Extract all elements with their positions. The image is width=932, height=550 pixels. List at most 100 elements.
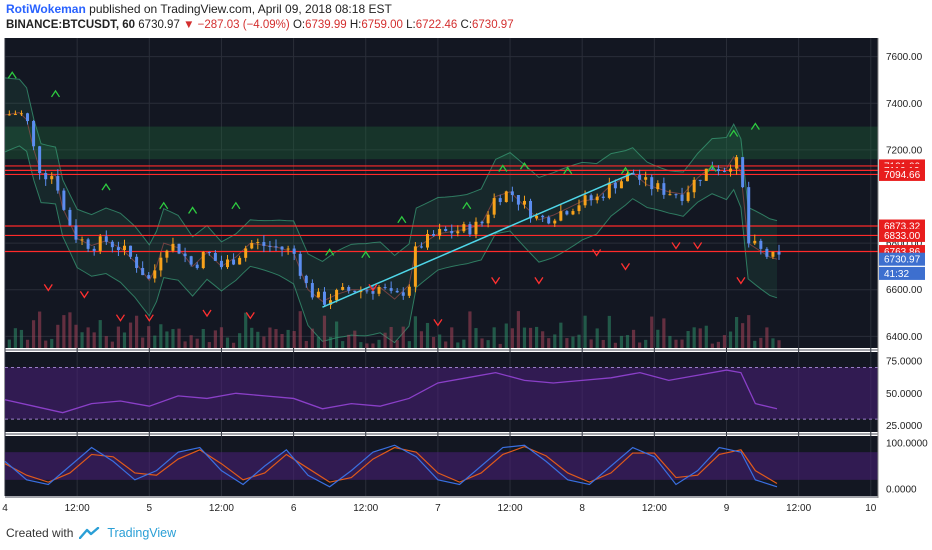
- price-tag-label: 6833.00: [884, 231, 921, 242]
- volume-bar: [607, 315, 611, 348]
- volume-bar: [74, 324, 78, 348]
- candle: [213, 250, 217, 348]
- candle: [116, 241, 121, 348]
- candle: [304, 274, 308, 348]
- candle-body: [177, 243, 181, 254]
- candle-body: [480, 221, 484, 224]
- candle-body: [601, 196, 605, 198]
- volume-bar: [86, 327, 90, 348]
- candle: [559, 204, 563, 348]
- candle-body: [632, 173, 636, 175]
- candle: [686, 185, 690, 348]
- candle: [250, 240, 254, 348]
- volume-bar: [159, 324, 163, 348]
- candle: [577, 199, 581, 348]
- candle: [777, 244, 781, 348]
- candle-body: [535, 215, 539, 219]
- candle-body: [583, 195, 587, 206]
- volume-bar: [771, 338, 775, 348]
- sell-signal-icon: [79, 291, 89, 299]
- candle: [110, 240, 114, 348]
- candle-body: [553, 220, 557, 224]
- candle-body: [710, 168, 714, 170]
- candle: [504, 190, 508, 348]
- volume-bar: [613, 342, 617, 348]
- candle: [104, 230, 108, 348]
- buy-signal-icon: [462, 201, 472, 210]
- sell-signal-icon: [736, 277, 746, 285]
- candle: [365, 288, 369, 348]
- candle-body: [686, 192, 690, 201]
- time-tick-label: 8: [579, 503, 585, 514]
- volume-bar: [504, 323, 508, 348]
- author-name[interactable]: RotiWokeman: [6, 2, 86, 16]
- volume-bar: [328, 336, 333, 348]
- volume-bar: [710, 343, 714, 348]
- candle: [44, 169, 48, 348]
- volume-bar: [104, 336, 108, 348]
- last-price: 6730.97: [138, 19, 180, 31]
- volume-bar: [631, 329, 636, 348]
- candle-body: [262, 242, 266, 246]
- candle: [153, 264, 157, 348]
- candle-body: [56, 176, 60, 191]
- time-tick-label: 7: [435, 503, 441, 514]
- candle-body: [292, 248, 296, 254]
- candle-body: [474, 221, 478, 235]
- candle: [450, 224, 454, 348]
- candle: [86, 237, 90, 348]
- created-with-text: Created with: [6, 526, 74, 540]
- candle-body: [238, 257, 242, 265]
- candle: [480, 220, 484, 348]
- publish-info: RotiWokeman published on TradingView.com…: [6, 2, 392, 16]
- candle: [462, 221, 466, 348]
- volume-bar: [147, 326, 151, 348]
- tradingview-brand[interactable]: TradingView: [107, 526, 177, 540]
- volume-bar: [262, 336, 266, 348]
- candle: [438, 223, 442, 348]
- candle: [553, 218, 557, 348]
- candle: [474, 217, 478, 348]
- volume-bar: [195, 338, 199, 348]
- volume-bar: [110, 341, 114, 348]
- candle: [292, 245, 296, 348]
- candle: [31, 119, 36, 348]
- candle: [704, 168, 708, 348]
- candle: [613, 179, 617, 348]
- price-tick-label: 7400.00: [886, 99, 923, 110]
- candle: [753, 234, 757, 348]
- candle-body: [347, 287, 351, 291]
- bollinger-band: [5, 77, 777, 343]
- candle-body: [183, 253, 187, 257]
- candle-body: [110, 241, 114, 248]
- candle-body: [304, 275, 308, 284]
- trend-line: [322, 172, 633, 308]
- volume-bar: [650, 316, 654, 348]
- buy-signal-icon: [707, 164, 717, 172]
- candle: [407, 284, 411, 348]
- open-value: 6739.99: [305, 19, 347, 31]
- volume-bar: [38, 311, 42, 348]
- candle-body: [280, 246, 284, 250]
- volume-bar: [353, 330, 357, 348]
- candle: [62, 188, 66, 348]
- volume-bar: [698, 328, 702, 348]
- volume-bar: [371, 343, 375, 348]
- candle-body: [26, 113, 30, 122]
- volume-bar: [692, 327, 696, 348]
- candle: [498, 194, 502, 348]
- price-chart[interactable]: 7600.00 7400.00 7200.00 6800.00 6600.00 6400.…: [0, 38, 932, 520]
- volume-bar: [189, 335, 193, 348]
- candle-body: [80, 239, 84, 241]
- price-tick-label: 6400.00: [886, 332, 923, 343]
- candle: [147, 272, 151, 348]
- candle-body: [638, 174, 642, 180]
- volume-bar: [322, 315, 327, 348]
- candle-body: [62, 190, 66, 210]
- candle-body: [298, 253, 302, 276]
- time-tick-label: 5: [147, 503, 153, 514]
- volume-bar: [377, 339, 381, 348]
- candle-body: [438, 228, 442, 236]
- candle: [619, 179, 624, 348]
- volume-bar: [516, 311, 521, 348]
